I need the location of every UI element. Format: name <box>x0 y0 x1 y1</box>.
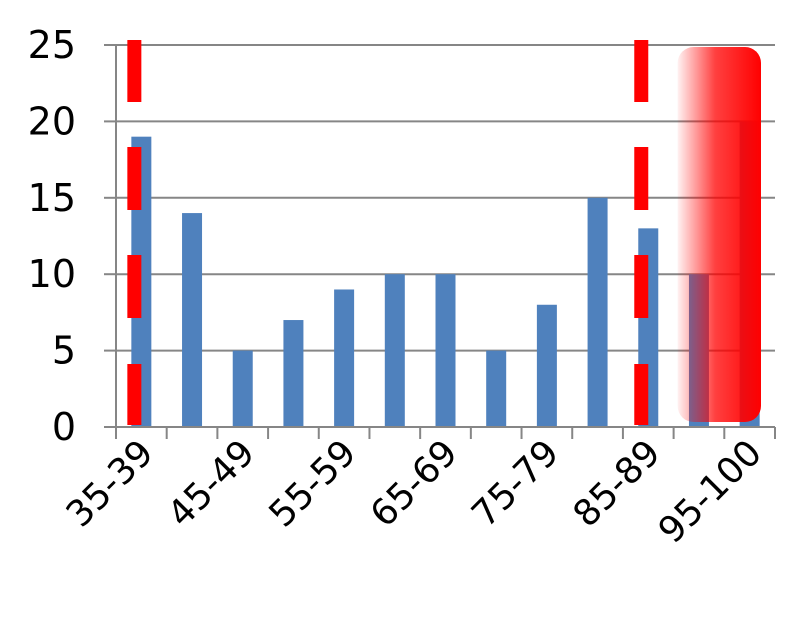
axes <box>104 44 776 439</box>
y-tick-label: 25 <box>28 23 76 67</box>
bar <box>486 350 507 427</box>
y-tick-label: 10 <box>28 252 76 296</box>
dashed-line-segment <box>634 147 649 210</box>
x-tick-label: 45-49 <box>160 432 263 535</box>
x-tick-label: 95-100 <box>651 432 770 551</box>
bar <box>283 320 304 427</box>
x-tick-label: 75-79 <box>464 432 567 535</box>
x-tick-label: 65-69 <box>363 432 466 535</box>
y-tick-labels: 0 5 10 15 20 25 <box>28 23 76 449</box>
y-tick-label: 15 <box>28 176 76 220</box>
bar <box>334 289 355 427</box>
bar <box>435 274 456 427</box>
x-tick-label: 55-59 <box>262 432 365 535</box>
dashed-line-segment <box>634 40 649 102</box>
dashed-line-segment <box>127 364 142 425</box>
y-tick-label: 5 <box>52 329 76 373</box>
bar <box>587 197 608 427</box>
bar <box>182 213 203 427</box>
bar <box>232 350 253 427</box>
bar <box>384 274 405 427</box>
gridlines <box>116 44 775 352</box>
dashed-line-segment <box>127 40 142 102</box>
bar <box>536 304 557 427</box>
y-tick-label: 20 <box>28 99 76 143</box>
dashed-line-segment <box>127 255 142 318</box>
annotations <box>127 40 761 425</box>
dashed-line-segment <box>634 364 649 425</box>
y-tick-label: 0 <box>52 405 76 449</box>
dashed-line-segment <box>127 147 142 210</box>
highlight-box <box>677 47 761 422</box>
dashed-line-segment <box>634 255 649 318</box>
